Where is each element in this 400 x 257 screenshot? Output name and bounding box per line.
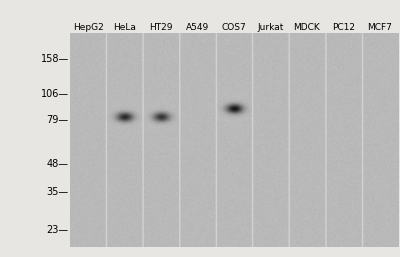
Text: 158—: 158— xyxy=(40,54,69,64)
Text: COS7: COS7 xyxy=(222,23,246,32)
Text: 35—: 35— xyxy=(47,188,69,197)
Text: HeLa: HeLa xyxy=(113,23,136,32)
Text: HT29: HT29 xyxy=(149,23,173,32)
Text: 48—: 48— xyxy=(47,159,69,169)
Text: Jurkat: Jurkat xyxy=(257,23,284,32)
Text: HepG2: HepG2 xyxy=(73,23,104,32)
Text: MCF7: MCF7 xyxy=(367,23,392,32)
Text: PC12: PC12 xyxy=(332,23,355,32)
Text: 106—: 106— xyxy=(41,89,69,99)
Text: A549: A549 xyxy=(186,23,209,32)
Text: 79—: 79— xyxy=(47,115,69,125)
Text: 23—: 23— xyxy=(47,225,69,235)
Text: MDCK: MDCK xyxy=(294,23,320,32)
